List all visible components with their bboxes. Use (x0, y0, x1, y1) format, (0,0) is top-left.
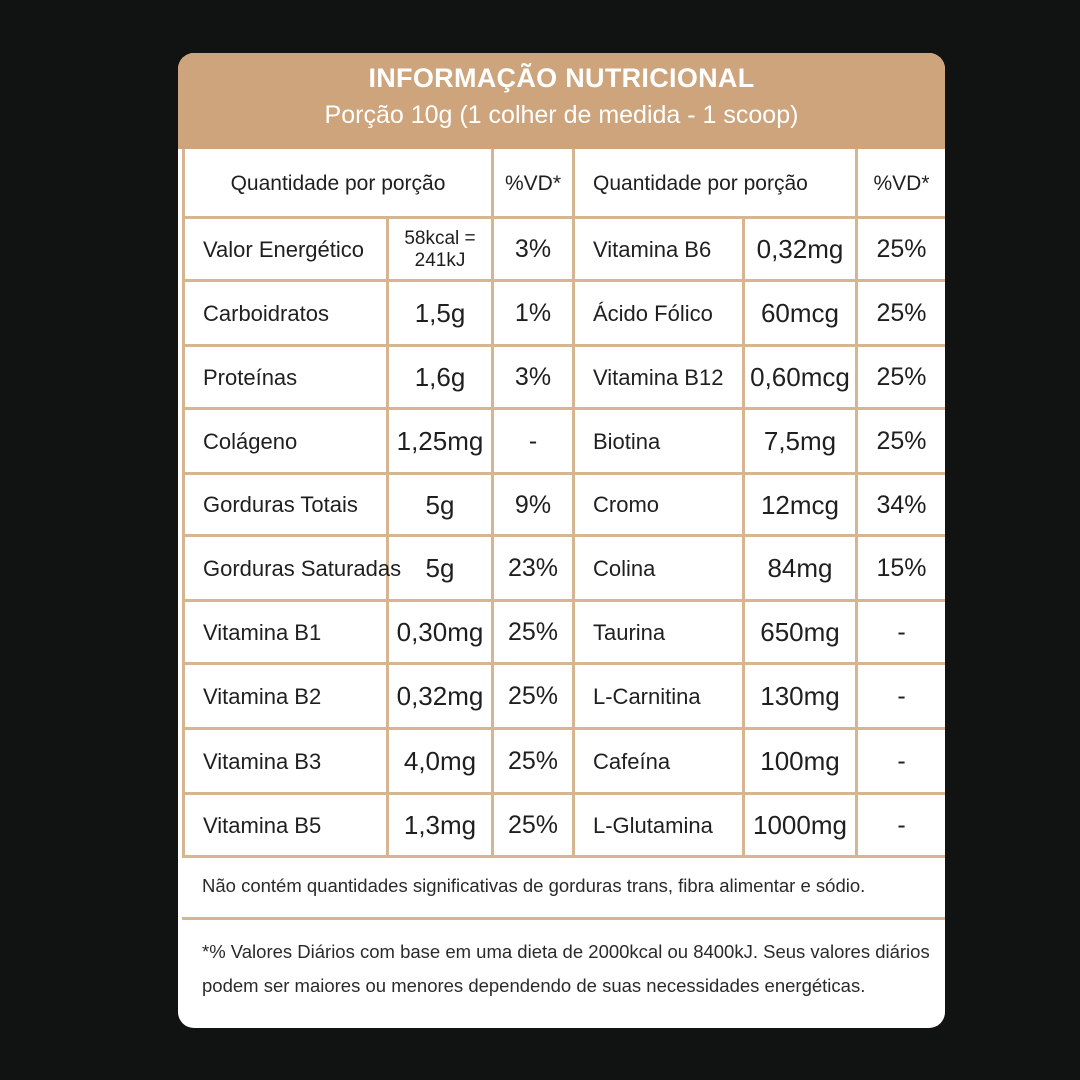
nutrient-daily-value: - (897, 618, 906, 646)
nutrient-amount: 12mcg (760, 489, 840, 520)
nutrient-daily-value: 23% (507, 554, 559, 582)
nutrient-amount: 650mg (760, 617, 840, 647)
nutrient-daily-value: 25% (507, 618, 559, 646)
nutrient-amount: 0,30mg (396, 617, 484, 647)
table-col-divider (572, 217, 575, 857)
table-row-divider (182, 279, 945, 282)
trans-fat-note: Não contém quantidades significativas de… (202, 875, 866, 896)
nutrient-daily-value: - (897, 682, 906, 710)
nutrient-amount: 5g (425, 553, 455, 583)
nutrient-daily-value: 34% (876, 490, 927, 519)
nutrient-name: Vitamina B1 (203, 619, 322, 645)
nutrient-daily-value: - (897, 747, 906, 775)
nutrient-daily-value: 25% (507, 811, 559, 839)
nutrient-daily-value: 15% (876, 554, 927, 582)
nutrient-daily-value: 25% (876, 363, 927, 391)
table-row-divider (182, 855, 945, 858)
table-col-divider (855, 149, 858, 217)
nutrient-daily-value: 3% (514, 363, 552, 391)
nutrient-daily-value: 25% (876, 235, 927, 263)
nutrient-name: Ácido Fólico (593, 300, 713, 326)
nutrient-name: Vitamina B12 (593, 364, 724, 390)
table-row-divider (182, 407, 945, 410)
nutrient-daily-value: - (528, 427, 538, 455)
table-col-divider (491, 217, 494, 857)
table-row-divider (182, 599, 945, 602)
table-col-divider (491, 149, 494, 217)
nutrition-header: INFORMAÇÃO NUTRICIONAL Porção 10g (1 col… (178, 53, 945, 149)
nutrient-name: Gorduras Saturadas (203, 555, 402, 581)
table-row-divider (182, 727, 945, 730)
nutrient-name: Biotina (593, 428, 661, 454)
nutrient-name: Vitamina B5 (203, 812, 322, 838)
nutrient-name: L-Glutamina (593, 812, 713, 838)
nutrient-name: Taurina (593, 619, 666, 645)
nutrient-name: Gorduras Totais (203, 492, 358, 517)
nutrient-amount: 7,5mg (763, 426, 837, 456)
nutrient-amount: 0,32mg (396, 681, 484, 711)
table-row-divider (182, 472, 945, 475)
nutrient-daily-value: 1% (514, 299, 552, 327)
column-header-vd: %VD* (504, 172, 562, 195)
nutrient-amount: 58kcal = 241kJ (404, 227, 476, 271)
nutrient-name: Vitamina B6 (593, 236, 712, 262)
nutrient-name: Cafeína (593, 748, 671, 774)
nutrient-daily-value: 9% (514, 490, 552, 519)
nutrient-name: Colina (593, 555, 656, 581)
nutrition-title: INFORMAÇÃO NUTRICIONAL (368, 63, 755, 93)
table-col-divider (742, 217, 745, 857)
nutrient-daily-value: - (897, 811, 906, 839)
nutrient-amount: 1000mg (753, 810, 847, 840)
serving-size: Porção 10g (1 colher de medida - 1 scoop… (324, 101, 799, 129)
nutrient-name: Carboidratos (203, 300, 329, 326)
nutrient-daily-value: 3% (514, 235, 552, 263)
nutrient-amount: 130mg (760, 681, 840, 711)
table-row-divider (182, 344, 945, 347)
nutrient-amount: 1,5g (414, 298, 466, 328)
nutrient-amount: 1,3mg (403, 810, 477, 840)
table-border-left (182, 149, 185, 857)
nutrient-amount: 100mg (760, 746, 840, 776)
nutrient-name: Colágeno (203, 428, 298, 454)
table-row-divider (182, 792, 945, 795)
nutrient-name: Proteínas (203, 364, 298, 390)
table-row-divider (182, 662, 945, 665)
nutrient-name: Vitamina B3 (203, 748, 322, 774)
nutrient-amount: 1,25mg (396, 426, 484, 456)
nutrient-name: Cromo (593, 492, 660, 517)
nutrient-amount: 84mg (767, 553, 833, 583)
column-header-quantity: Quantidade por porção (230, 172, 446, 195)
nutrient-name: Vitamina B2 (203, 683, 322, 709)
column-header-quantity: Quantidade por porção (593, 172, 808, 195)
nutrient-amount: 1,6g (414, 362, 466, 392)
nutrient-name: L-Carnitina (593, 683, 701, 709)
nutrient-amount: 5g (425, 489, 455, 520)
table-row-divider (182, 917, 945, 920)
nutrient-amount: 4,0mg (403, 746, 477, 776)
column-header-vd: %VD* (873, 172, 930, 195)
nutrient-daily-value: 25% (507, 682, 559, 710)
table-col-divider (855, 217, 858, 857)
nutrient-daily-value: 25% (876, 299, 927, 327)
nutrient-daily-value: 25% (876, 427, 927, 455)
table-row-divider (182, 534, 945, 537)
nutrient-name: Valor Energético (203, 236, 365, 262)
nutrient-amount: 60mcg (760, 298, 840, 328)
nutrient-amount: 0,60mcg (750, 362, 850, 392)
table-col-divider (572, 149, 575, 217)
table-col-divider (386, 217, 389, 857)
daily-value-note: *% Valores Diários com base em uma dieta… (202, 941, 930, 996)
nutrition-facts-card: INFORMAÇÃO NUTRICIONAL Porção 10g (1 col… (178, 53, 945, 1028)
nutrient-amount: 0,32mg (756, 234, 844, 264)
nutrient-daily-value: 25% (507, 747, 559, 775)
table-row-divider (182, 216, 945, 219)
